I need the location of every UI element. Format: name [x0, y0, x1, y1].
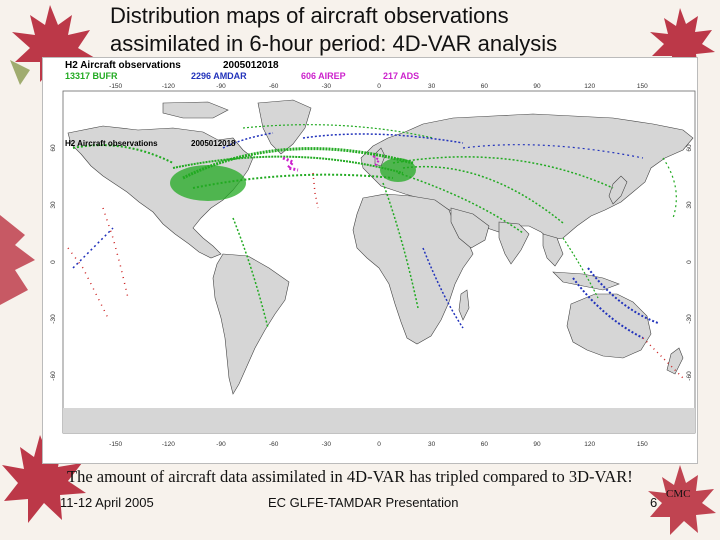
slide-caption: The amount of aircraft data assimilated …	[67, 467, 633, 486]
lon-tick-bottom: -120	[162, 441, 175, 448]
ads-track-pacific-1	[67, 247, 109, 319]
lat-tick-right: -30	[686, 314, 693, 324]
bufr-track-north-polar	[242, 124, 434, 139]
lon-tick-bottom: -60	[269, 441, 279, 448]
maple-leaf-left-mid-icon	[0, 215, 35, 305]
world-map: H2 Aircraft observations 2005012018 1331…	[50, 60, 696, 448]
land-japan	[608, 175, 628, 205]
footer-page-number: 6	[650, 495, 658, 510]
lon-tick-bottom: -150	[109, 441, 122, 448]
lon-tick-top: 90	[533, 83, 541, 90]
lon-tick-bottom: -30	[322, 441, 332, 448]
slide-title: Distribution maps of aircraft observatio…	[110, 2, 670, 58]
lat-tick-right: -60	[686, 371, 693, 381]
lat-tick-right: 30	[686, 201, 693, 209]
slide-title-line-2: assimilated in 6-hour period: 4D-VAR ana…	[110, 31, 558, 56]
footer-organization: CMC	[666, 488, 691, 500]
lat-tick-left: -60	[50, 371, 57, 381]
footer-event-name: EC GLFE-TAMDAR Presentation	[268, 495, 459, 510]
lat-tick-left: 30	[50, 201, 57, 209]
ads-track-atlantic	[312, 172, 319, 209]
legend-entry-bufr: 13317 BUFR	[65, 71, 118, 81]
lat-tick-left: 0	[50, 260, 57, 264]
lon-tick-bottom: 120	[584, 441, 595, 448]
bufr-track-europe-asia-2	[392, 156, 614, 189]
maple-leaf-top-left-icon	[10, 5, 95, 85]
antarctica	[63, 408, 695, 433]
land-new-zealand	[666, 347, 684, 375]
lat-tick-left: -30	[50, 314, 57, 324]
footer-date: 11-12 April 2005	[60, 495, 154, 510]
lon-tick-bottom: 30	[428, 441, 436, 448]
lon-tick-top: -120	[162, 83, 175, 90]
observation-map-panel: H2 Aircraft observations 2005012018 1331…	[42, 57, 698, 464]
land-greenland	[257, 99, 312, 155]
legend-entry-ads: 217 ADS	[383, 71, 419, 81]
map-outer-title: H2 Aircraft observations	[65, 60, 181, 71]
lat-tick-right: 0	[686, 260, 693, 264]
lon-tick-top: 0	[377, 83, 381, 90]
land-arctic-islands	[162, 101, 229, 119]
bufr-cluster-north-america	[170, 165, 246, 201]
lat-tick-left: 60	[50, 144, 57, 152]
land-madagascar	[458, 289, 470, 321]
lon-tick-top: 60	[481, 83, 489, 90]
airep-cluster-europe	[372, 155, 381, 167]
lon-tick-top: 30	[428, 83, 436, 90]
bufr-track-pacific-east	[662, 157, 677, 219]
land-masses	[67, 99, 694, 395]
land-arabia	[450, 207, 490, 249]
amdar-track-pacific-south	[72, 227, 114, 269]
lon-tick-top: -30	[322, 83, 332, 90]
map-inner-title: H2 Aircraft observations	[65, 139, 158, 148]
land-australia	[566, 293, 652, 359]
lon-tick-top: 150	[637, 83, 648, 90]
legend-entry-airep: 606 AIREP	[301, 71, 346, 81]
ads-track-pacific-2	[102, 207, 129, 299]
lon-tick-bottom: 0	[377, 441, 381, 448]
land-southeast-asia	[542, 233, 620, 291]
amdar-track-indian-ocean	[422, 247, 464, 329]
airep-cluster-atlantic	[282, 156, 299, 172]
lon-tick-top: -60	[269, 83, 279, 90]
maple-leaf-bottom-right-icon	[648, 465, 716, 535]
lon-tick-bottom: 150	[637, 441, 648, 448]
map-inner-date-code: 2005012018	[191, 139, 236, 148]
maple-leaf-bottom-left-icon	[2, 435, 86, 523]
map-date-code: 2005012018	[223, 60, 279, 71]
map-axis-ticks: -150 -150 -120 -120 -90 -90 -60 -60 -30 -30 0 0 30 30…	[50, 83, 693, 448]
bufr-track-europe-asia-1	[402, 165, 564, 224]
observation-tracks	[67, 124, 684, 379]
land-north-america	[67, 125, 254, 259]
lat-tick-right: 60	[686, 144, 693, 152]
lon-tick-top: 120	[584, 83, 595, 90]
lon-tick-top: -90	[216, 83, 226, 90]
amdar-track-north-america	[222, 132, 274, 149]
bufr-cluster-europe	[380, 158, 416, 182]
bufr-track-europe-south-asia	[397, 172, 524, 234]
land-africa	[352, 193, 474, 345]
lon-tick-bottom: 90	[533, 441, 541, 448]
lon-tick-top: -150	[109, 83, 122, 90]
bufr-track-north-atlantic-2	[172, 155, 404, 174]
amdar-track-arctic	[302, 133, 464, 144]
amdar-track-australia-1	[572, 277, 644, 339]
lon-tick-bottom: -90	[216, 441, 226, 448]
slide-title-line-1: Distribution maps of aircraft observatio…	[110, 3, 509, 28]
amdar-track-asia-north	[462, 144, 644, 159]
map-legend: 13317 BUFR 2296 AMDAR 606 AIREP 217 ADS	[65, 71, 419, 81]
maple-leaf-top-right-icon	[650, 8, 715, 72]
land-south-america	[212, 253, 290, 395]
bufr-track-europe-africa	[382, 182, 419, 309]
legend-entry-amdar: 2296 AMDAR	[191, 71, 247, 81]
lon-tick-bottom: 60	[481, 441, 489, 448]
amdar-track-australia-2	[587, 267, 659, 324]
